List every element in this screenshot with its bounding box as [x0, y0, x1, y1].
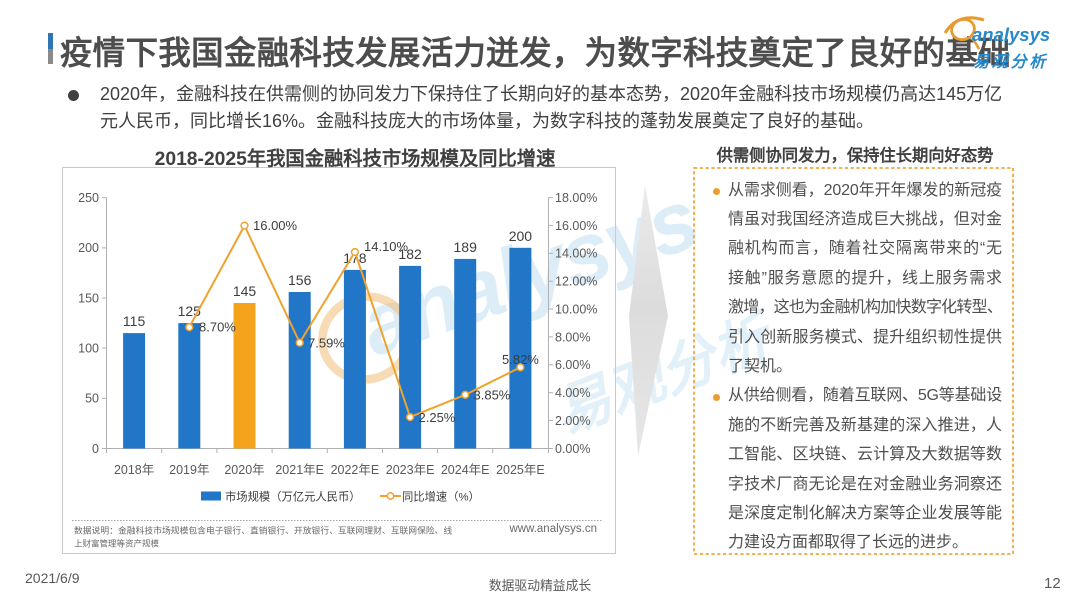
svg-text:145: 145 — [233, 283, 257, 299]
svg-text:数据说明：金融科技市场规模包含电子银行、直销银行、开放银行、: 数据说明：金融科技市场规模包含电子银行、直销银行、开放银行、互联网理财、互联网保… — [74, 525, 452, 536]
svg-text:同比增速（%）: 同比增速（%） — [402, 489, 480, 503]
svg-text:182: 182 — [398, 246, 422, 262]
svg-text:0: 0 — [92, 442, 99, 456]
svg-text:7.59%: 7.59% — [308, 335, 345, 350]
svg-text:0.00%: 0.00% — [555, 442, 590, 456]
svg-text:156: 156 — [288, 272, 312, 288]
svg-text:5.82%: 5.82% — [502, 352, 539, 367]
svg-text:12.00%: 12.00% — [555, 275, 597, 289]
svg-text:10.00%: 10.00% — [555, 302, 597, 316]
svg-text:8.70%: 8.70% — [199, 320, 236, 335]
svg-text:2021年E: 2021年E — [275, 463, 324, 477]
svg-text:2025年E: 2025年E — [496, 463, 545, 477]
svg-text:2020年: 2020年 — [224, 463, 264, 477]
svg-text:2.00%: 2.00% — [555, 414, 590, 428]
svg-text:100: 100 — [78, 342, 99, 356]
svg-text:上财富管理等资产规模: 上财富管理等资产规模 — [74, 539, 160, 549]
svg-text:50: 50 — [85, 392, 99, 406]
svg-text:200: 200 — [509, 228, 533, 244]
svg-text:16.00%: 16.00% — [555, 219, 597, 233]
svg-text:2018年: 2018年 — [114, 463, 154, 477]
svg-text:4.00%: 4.00% — [555, 386, 590, 400]
svg-text:115: 115 — [123, 313, 146, 329]
svg-text:189: 189 — [454, 239, 478, 255]
svg-text:2022年E: 2022年E — [331, 463, 380, 477]
svg-text:200: 200 — [78, 241, 99, 255]
svg-text:市场规模（万亿元人民币）: 市场规模（万亿元人民币） — [225, 489, 361, 503]
svg-text:3.85%: 3.85% — [474, 388, 511, 403]
svg-text:2.25%: 2.25% — [419, 410, 456, 425]
svg-text:www.analysys.cn: www.analysys.cn — [508, 523, 597, 535]
svg-text:150: 150 — [78, 291, 99, 305]
svg-text:2023年E: 2023年E — [386, 463, 435, 477]
svg-text:6.00%: 6.00% — [555, 358, 590, 372]
svg-text:18.00%: 18.00% — [555, 191, 597, 205]
svg-text:2024年E: 2024年E — [441, 463, 490, 477]
svg-text:14.10%: 14.10% — [364, 239, 409, 254]
svg-text:16.00%: 16.00% — [253, 218, 298, 233]
svg-text:2019年: 2019年 — [169, 463, 209, 477]
svg-text:250: 250 — [78, 191, 99, 205]
svg-text:8.00%: 8.00% — [555, 330, 590, 344]
svg-text:14.00%: 14.00% — [555, 247, 597, 261]
